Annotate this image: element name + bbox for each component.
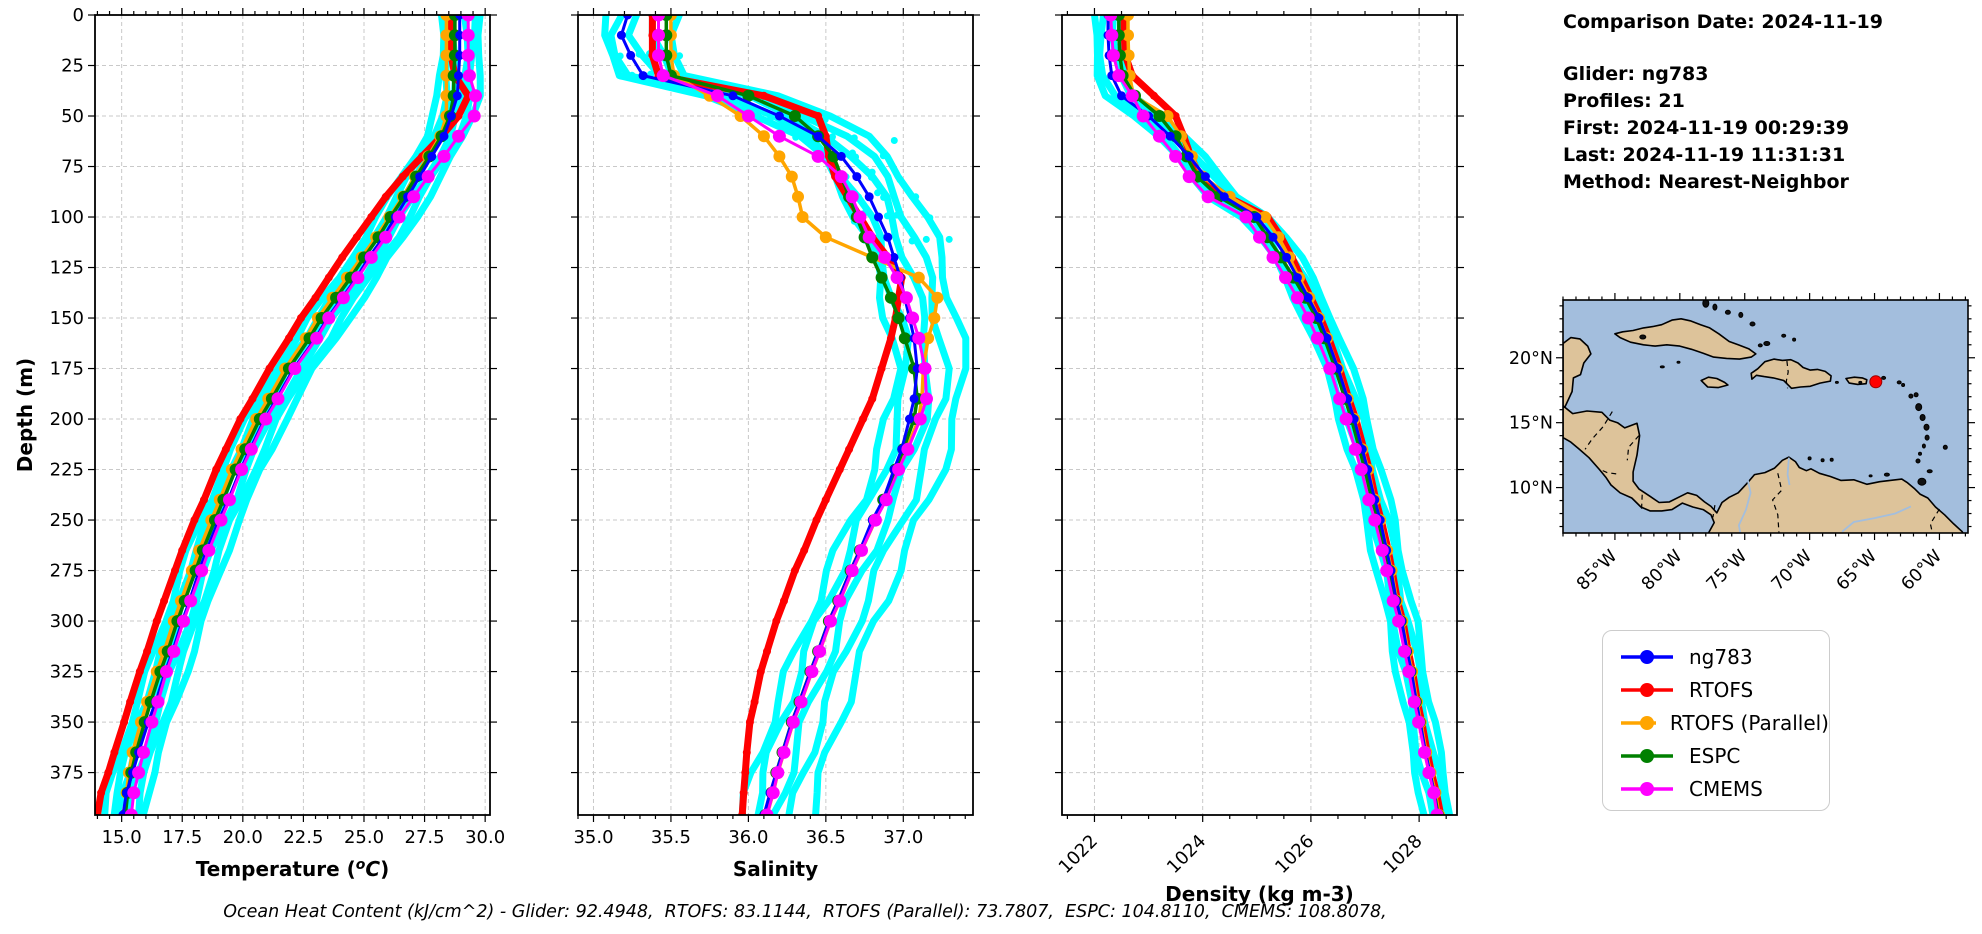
y-tick-label: 300 xyxy=(50,611,84,632)
info-spacer xyxy=(1563,36,1883,61)
plot-frame xyxy=(577,14,974,816)
x-tick-label: 17.5 xyxy=(162,827,202,848)
series-cmems xyxy=(652,15,933,815)
map-lon-label: 70°W xyxy=(1768,546,1816,594)
x-tick-label: 1024 xyxy=(1163,831,1210,878)
legend: ng783 RTOFS RTOFS (Parallel) ESPC CMEMS xyxy=(1602,630,1830,811)
profiles-count: Profiles: 21 xyxy=(1563,90,1685,112)
legend-label: RTOFS xyxy=(1689,677,1754,702)
x-tick-label: 37.0 xyxy=(883,827,923,848)
x-tick-label: 1022 xyxy=(1055,831,1102,878)
glider-name: Glider: ng783 xyxy=(1563,63,1709,85)
y-tick-label: 175 xyxy=(50,359,84,380)
x-tick-label: 36.5 xyxy=(806,827,846,848)
legend-item-rtofs-parallel-: RTOFS (Parallel) xyxy=(1619,706,1829,739)
y-tick-label: 325 xyxy=(50,662,84,683)
y-tick-label: 225 xyxy=(50,460,84,481)
y-axis-title: Depth (m) xyxy=(13,358,37,472)
density-plot: 1022 1024 1026 1028 Density (kg m-3) xyxy=(1055,8,1464,906)
x-tick-label: 15.0 xyxy=(102,827,142,848)
y-tick-label: 275 xyxy=(50,561,84,582)
axis-labels: 35.0 35.5 36.0 36.5 37.0 Salinity xyxy=(573,827,923,881)
legend-item-ng783: ng783 xyxy=(1619,640,1829,673)
map-land xyxy=(1563,300,1964,533)
legend-label: RTOFS (Parallel) xyxy=(1669,710,1829,735)
tick-marks xyxy=(1055,8,1464,822)
map-lat-label: 20°N xyxy=(1509,349,1553,369)
x-tick-label: 25.0 xyxy=(344,827,384,848)
plot-frame xyxy=(94,14,491,816)
glider-profiles-envelope xyxy=(1091,15,1454,815)
legend-item-espc: ESPC xyxy=(1619,739,1829,772)
legend-line-sample xyxy=(1621,748,1673,763)
map-frame xyxy=(1562,299,1969,534)
legend-label: ESPC xyxy=(1689,743,1741,768)
x-tick-label: 35.5 xyxy=(651,827,691,848)
y-tick-label: 200 xyxy=(50,409,84,430)
comparison-date: Comparison Date: 2024-11-19 xyxy=(1563,11,1883,33)
series-ng783 xyxy=(616,15,922,815)
x-tick-label: 1028 xyxy=(1379,831,1426,878)
x-tick-label: 36.0 xyxy=(728,827,768,848)
y-tick-label: 25 xyxy=(61,56,84,77)
comparison-method: Method: Nearest-Neighbor xyxy=(1563,171,1849,193)
legend-item-cmems: CMEMS xyxy=(1619,772,1829,805)
temperature-plot: 15.0 17.5 20.0 22.5 25.0 27.5 30.0 0 25 50 75 100 12… xyxy=(13,5,505,881)
legend-line-sample xyxy=(1621,649,1673,664)
x-axis-title: Salinity xyxy=(733,857,818,881)
x-tick-label: 30.0 xyxy=(465,827,505,848)
x-tick-label: 35.0 xyxy=(573,827,613,848)
series-cmems xyxy=(1104,15,1444,815)
tick-marks xyxy=(88,8,497,822)
last-profile-time: Last: 2024-11-19 11:31:31 xyxy=(1563,144,1846,166)
x-axis-title: Density (kg m-3) xyxy=(1165,882,1354,906)
first-profile-time: First: 2024-11-19 00:29:39 xyxy=(1563,117,1850,139)
y-tick-label: 350 xyxy=(50,712,84,733)
x-axis-title: Temperature (oC) xyxy=(196,857,389,881)
legend-label: CMEMS xyxy=(1689,776,1763,801)
y-tick-label: 150 xyxy=(50,308,84,329)
map-lon-label: 65°W xyxy=(1833,546,1881,594)
salinity-plot: 35.0 35.5 36.0 36.5 37.0 Salinity xyxy=(571,8,980,881)
map-lat-label: 10°N xyxy=(1509,479,1553,499)
axis-labels: 15.0 17.5 20.0 22.5 25.0 27.5 30.0 0 25 50 75 100 12… xyxy=(13,5,505,881)
legend-label: ng783 xyxy=(1689,644,1753,669)
legend-line-sample xyxy=(1621,682,1673,697)
legend-item-rtofs: RTOFS xyxy=(1619,673,1829,706)
tick-marks xyxy=(571,8,980,822)
map-lat-label: 15°N xyxy=(1509,414,1553,434)
x-tick-label: 27.5 xyxy=(405,827,445,848)
y-tick-label: 75 xyxy=(61,157,84,178)
caribbean-map: 20°N 15°N 10°N 85°W 80°W 75°W 70°W 65°W 60°W xyxy=(1509,293,1975,595)
y-tick-label: 375 xyxy=(50,763,84,784)
map-lon-label: 60°W xyxy=(1898,546,1946,594)
grid-lines xyxy=(578,14,973,815)
axis-labels: 1022 1024 1026 1028 Density (kg m-3) xyxy=(1055,831,1427,906)
y-tick-label: 50 xyxy=(61,106,84,127)
map-lon-label: 80°W xyxy=(1638,546,1686,594)
y-tick-label: 125 xyxy=(50,258,84,279)
x-tick-label: 1026 xyxy=(1271,831,1318,878)
y-tick-label: 250 xyxy=(50,510,84,531)
map-lon-label: 85°W xyxy=(1573,546,1621,594)
x-tick-label: 20.0 xyxy=(223,827,263,848)
glider-position-marker xyxy=(1869,375,1883,389)
plot-frame xyxy=(1061,14,1458,816)
map-ticks xyxy=(1556,293,1975,540)
legend-line-sample xyxy=(1621,781,1673,796)
map-lon-label: 75°W xyxy=(1703,546,1751,594)
info-panel: Comparison Date: 2024-11-19 Glider: ng78… xyxy=(1563,9,1883,196)
x-tick-label: 22.5 xyxy=(283,827,323,848)
ocean-heat-content-note: Ocean Heat Content (kJ/cm^2) - Glider: 9… xyxy=(223,902,1387,922)
legend-line-sample xyxy=(1621,715,1656,730)
series-cmems xyxy=(124,15,482,815)
y-tick-label: 0 xyxy=(73,5,84,26)
y-tick-label: 100 xyxy=(50,207,84,228)
